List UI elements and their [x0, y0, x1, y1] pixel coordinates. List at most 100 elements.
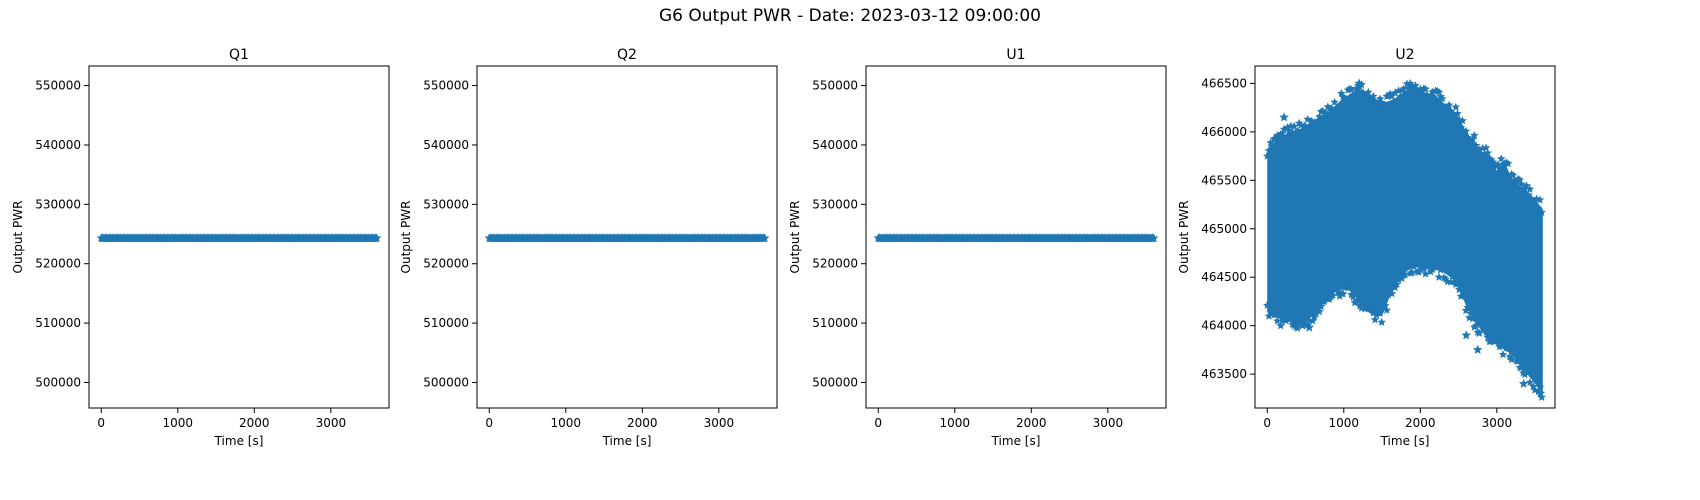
axes-frame [88, 65, 390, 409]
x-tick-label: 3000 [1093, 416, 1124, 430]
data-point [1291, 130, 1301, 139]
y-tick-label: 500000 [35, 375, 81, 389]
data-point [1306, 307, 1316, 316]
data-point [1395, 92, 1405, 101]
data-point [1262, 151, 1272, 160]
data-point [1527, 369, 1536, 378]
data-point [1387, 289, 1397, 298]
data-point [1289, 121, 1299, 130]
data-point [1279, 112, 1289, 122]
data-point [1284, 315, 1294, 324]
data-point [1298, 129, 1307, 138]
y-tick-label: 466500 [1201, 76, 1247, 90]
data-point [372, 233, 382, 243]
x-axis-label: Time [s] [991, 434, 1041, 448]
x-tick-label: 3000 [1482, 416, 1513, 430]
data-point [1535, 195, 1545, 204]
axes-frame [865, 65, 1167, 409]
data-point [1480, 155, 1491, 165]
data-point [1471, 321, 1481, 330]
data-point [1434, 272, 1444, 281]
data-point [1461, 126, 1471, 135]
data-point [1448, 272, 1457, 281]
y-tick-label: 520000 [423, 257, 469, 271]
data-point [1483, 148, 1493, 157]
data-point [1392, 96, 1402, 105]
data-point [1335, 101, 1344, 110]
data-point [1354, 78, 1364, 88]
data-point [1377, 98, 1387, 107]
y-tick-label: 464000 [1201, 319, 1247, 333]
data-point [1537, 207, 1546, 217]
data-point [1497, 336, 1506, 346]
data-point [1517, 179, 1526, 188]
data-point [1262, 300, 1272, 310]
data-point [1459, 290, 1469, 300]
data-point [1369, 91, 1378, 101]
data-point [1495, 342, 1504, 351]
data-point [1401, 90, 1410, 99]
x-tick-label: 0 [874, 416, 882, 430]
data-point [1522, 181, 1531, 190]
data-point [1399, 84, 1408, 93]
data-point [1268, 142, 1277, 151]
y-tick-label: 540000 [423, 138, 469, 152]
data-point [1311, 308, 1321, 317]
data-point [1503, 343, 1513, 352]
data-point [1374, 102, 1383, 111]
data-point [1315, 307, 1324, 316]
data-point [1360, 304, 1370, 313]
subplot-q1: 0 1000 2000 3000 500000 510000 520000 530000 540… [11, 47, 390, 448]
y-tick-label: 510000 [812, 316, 858, 330]
data-point [1348, 292, 1358, 301]
data-point [1481, 327, 1491, 336]
data-point [1453, 109, 1462, 118]
axes-frame [476, 65, 778, 409]
x-axis-label: Time [s] [602, 434, 652, 448]
data-point [1520, 369, 1530, 379]
data-point [1466, 308, 1476, 317]
x-tick-label: 1000 [1329, 416, 1360, 430]
y-tick-label: 540000 [35, 138, 81, 152]
x-axis-label: Time [s] [1380, 434, 1430, 448]
data-point [1273, 131, 1284, 141]
data-point [1444, 265, 1454, 274]
data-point [1453, 277, 1462, 286]
x-tick-label: 2000 [239, 416, 270, 430]
data-point [1427, 87, 1437, 96]
y-axis-label: Output PWR [399, 201, 413, 274]
data-point [1472, 344, 1483, 354]
data-point [1347, 85, 1356, 94]
data-layer [873, 233, 1159, 243]
data-point [1495, 163, 1504, 172]
data-point [1310, 312, 1319, 321]
y-tick-label: 464500 [1201, 270, 1247, 284]
subplot-title: Q2 [617, 47, 637, 63]
data-point [1281, 134, 1291, 143]
data-point [1340, 283, 1349, 292]
data-point [1304, 322, 1315, 332]
data-point [1534, 203, 1543, 212]
x-tick-label: 2000 [627, 416, 658, 430]
y-axis-label: Output PWR [788, 201, 802, 274]
data-point [1353, 295, 1363, 305]
data-point [1264, 145, 1274, 155]
y-tick-label: 465500 [1201, 173, 1247, 187]
data-point [1338, 289, 1348, 298]
data-point [760, 233, 770, 243]
data-point [1279, 124, 1289, 133]
subplot-q2: 0 1000 2000 3000 500000 510000 520000 530000 540… [399, 47, 778, 448]
data-point [1427, 265, 1437, 274]
data-point [1380, 102, 1390, 111]
data-point [1468, 314, 1477, 323]
x-tick-label: 3000 [704, 416, 735, 430]
subplot-title: U1 [1006, 47, 1025, 63]
data-point [1438, 262, 1447, 271]
data-point [1512, 178, 1521, 187]
data-point [1286, 311, 1296, 320]
data-point [1384, 290, 1393, 299]
data-point [1149, 233, 1159, 243]
data-point [1387, 91, 1397, 100]
